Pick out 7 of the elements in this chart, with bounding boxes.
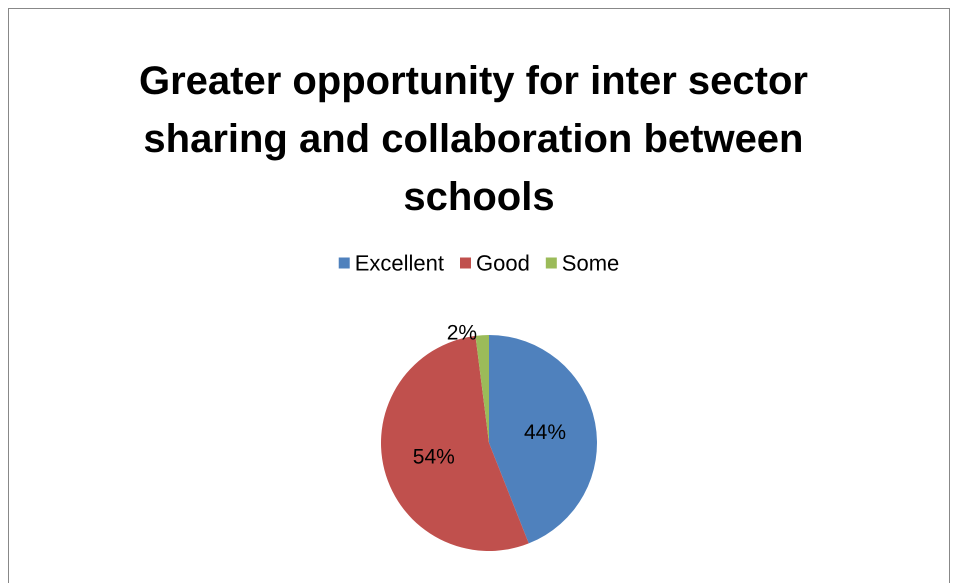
legend-label: Good — [476, 250, 530, 276]
data-label: 44% — [524, 420, 566, 444]
chart-title: Greater opportunity for inter sector sharing and collaboration between schools — [138, 59, 820, 219]
legend-label: Excellent — [354, 250, 444, 276]
legend-label: Some — [562, 250, 620, 276]
data-label: 2% — [446, 322, 478, 345]
data-label: 54% — [412, 446, 455, 469]
